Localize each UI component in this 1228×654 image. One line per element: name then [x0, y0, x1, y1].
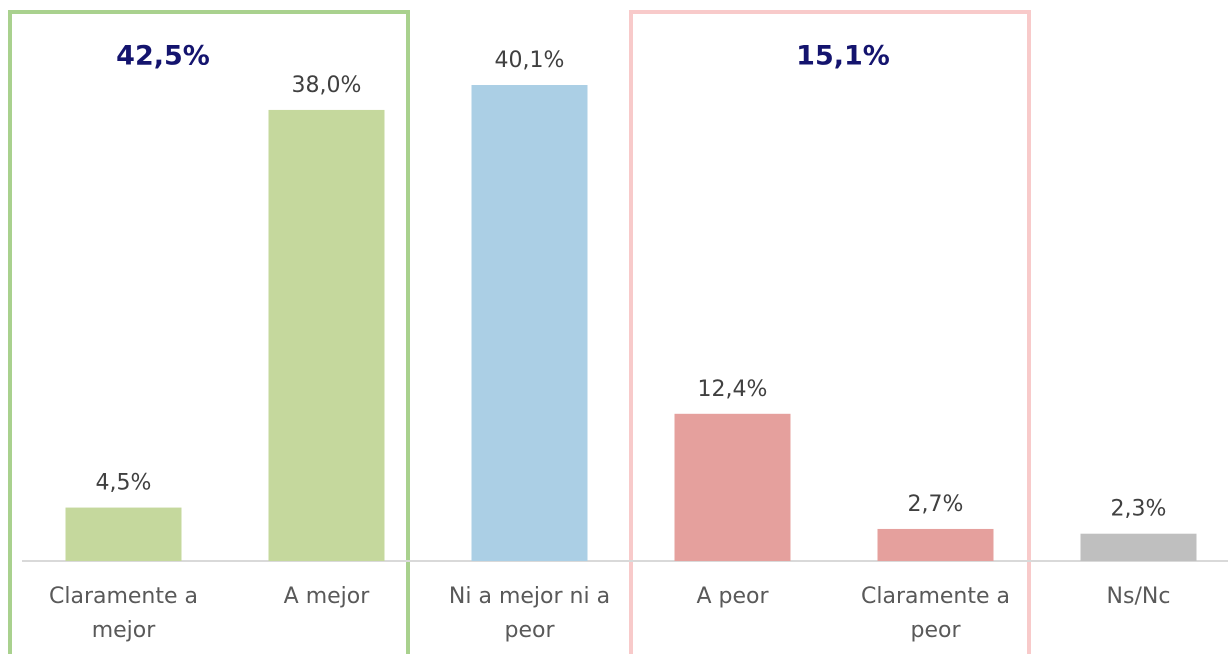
- value-label: 40,1%: [495, 48, 565, 73]
- category-label: Ni a mejor ni a peor: [448, 584, 611, 643]
- value-label: 4,5%: [96, 471, 152, 496]
- group-total: 42,5%: [116, 41, 210, 72]
- bar: [65, 507, 182, 561]
- bar: [674, 413, 791, 561]
- value-label: 38,0%: [292, 73, 362, 98]
- bar: [877, 528, 994, 561]
- value-label: 12,4%: [698, 377, 768, 402]
- category-label: Claramente a peor: [860, 584, 1011, 643]
- bar: [1080, 533, 1197, 561]
- category-label: A mejor: [283, 584, 370, 609]
- bar: [471, 85, 588, 561]
- group-total: 15,1%: [796, 41, 890, 72]
- category-label: Claramente a mejor: [48, 584, 199, 643]
- bar: [268, 109, 385, 562]
- group-box-better: [8, 10, 410, 654]
- category-label: A peor: [696, 584, 769, 609]
- value-label: 2,7%: [908, 492, 964, 517]
- category-label: Ns/Nc: [1106, 584, 1171, 609]
- value-label: 2,3%: [1111, 497, 1167, 522]
- group-box-worse: [629, 10, 1031, 654]
